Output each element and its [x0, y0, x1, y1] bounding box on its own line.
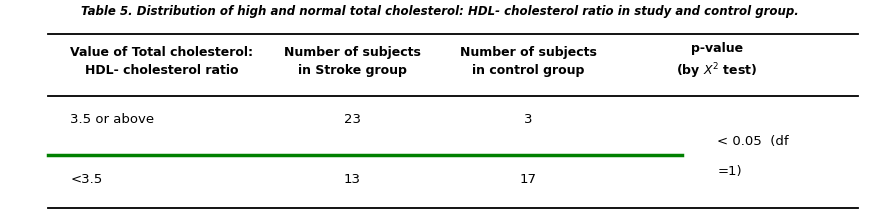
Text: Number of subjects
in control group: Number of subjects in control group — [459, 46, 597, 77]
Text: Number of subjects
in Stroke group: Number of subjects in Stroke group — [283, 46, 421, 77]
Text: Table 5. Distribution of high and normal total cholesterol: HDL- cholesterol rat: Table 5. Distribution of high and normal… — [81, 6, 799, 18]
Text: Value of Total cholesterol:
HDL- cholesterol ratio: Value of Total cholesterol: HDL- cholest… — [70, 46, 253, 77]
Text: <3.5: <3.5 — [70, 173, 103, 186]
Text: 23: 23 — [343, 113, 361, 126]
Text: 17: 17 — [519, 173, 537, 186]
Text: < 0.05  (df: < 0.05 (df — [717, 135, 788, 149]
Text: 13: 13 — [343, 173, 361, 186]
Text: p-value
(by $X^2$ test): p-value (by $X^2$ test) — [677, 42, 758, 81]
Text: =1): =1) — [717, 165, 742, 178]
Text: 3.5 or above: 3.5 or above — [70, 113, 155, 126]
Text: 3: 3 — [524, 113, 532, 126]
